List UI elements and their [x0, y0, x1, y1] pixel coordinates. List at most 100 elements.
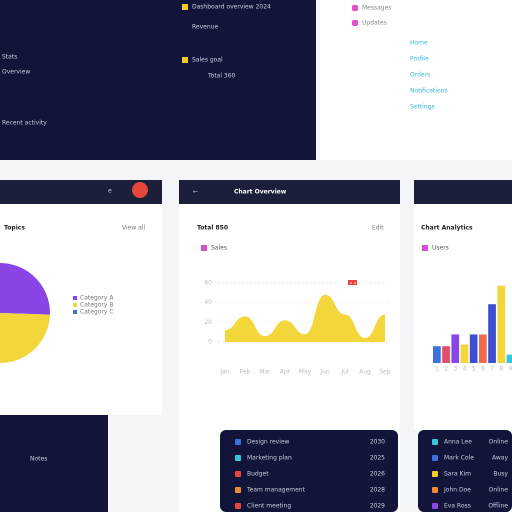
edit[interactable]: Edit [372, 225, 384, 232]
nav-link[interactable]: Profile [410, 56, 429, 63]
row-icon [432, 503, 438, 509]
x-tick-label: 9 [509, 366, 512, 373]
x-tick-label: 3 [453, 366, 457, 373]
x-tick-label: Jun [319, 369, 330, 376]
row-icon [432, 471, 438, 477]
member-status: Offline [488, 503, 508, 510]
row-icon [235, 439, 241, 445]
x-tick-label: Feb [240, 369, 251, 376]
back-icon[interactable]: ← [193, 189, 198, 196]
x-tick-label: 1 [435, 366, 439, 373]
task-value: 2028 [370, 487, 385, 494]
task-name: Design review [247, 439, 290, 446]
notification: Messages [362, 5, 391, 12]
task-name: Client meeting [247, 503, 291, 510]
overview-header [179, 180, 400, 204]
header-subtitle: Revenue [192, 24, 218, 31]
x-tick-label: Jul [340, 369, 349, 376]
card-title: Chart Overview [234, 189, 287, 196]
card-title: Chart Analytics [421, 225, 473, 232]
x-tick-label: 5 [472, 366, 476, 373]
legend-label: Category C [80, 309, 114, 316]
notes-panel [0, 415, 108, 512]
goal: Sales goal [192, 57, 223, 64]
member-status: Away [492, 455, 508, 462]
icon [422, 245, 428, 251]
card-title: Total 850 [197, 225, 228, 232]
analytics-card [414, 180, 512, 430]
marker [348, 280, 357, 285]
member-name: John Doe [443, 487, 471, 494]
bar [479, 334, 487, 363]
legend-swatch [73, 303, 77, 307]
task-name: Team management [246, 487, 306, 494]
bar [442, 346, 450, 363]
task-value: 2025 [370, 455, 385, 462]
x-tick-label: May [299, 369, 312, 376]
view-all[interactable]: View all [122, 225, 145, 232]
pie-slice [0, 263, 50, 315]
bar [451, 334, 460, 363]
row-icon [432, 439, 438, 445]
icon [201, 245, 207, 251]
analytics-header [414, 180, 512, 204]
row-icon [432, 455, 438, 461]
x-tick-label: Jan [219, 369, 229, 376]
member-status: Online [489, 487, 509, 494]
bar [469, 334, 478, 363]
x-tick-label: Aug [359, 369, 371, 376]
notification-panel [320, 0, 512, 160]
row-icon [432, 487, 438, 493]
tasks-panel [220, 430, 398, 512]
task-value: 2029 [370, 503, 385, 510]
legend-swatch [73, 310, 77, 314]
task-value: 2030 [370, 439, 385, 446]
sidebar-item: Recent activity [2, 120, 47, 127]
x-tick-label: 7 [490, 366, 494, 373]
x-tick-label: Mar [259, 369, 271, 376]
row-icon [235, 455, 241, 461]
nav-link[interactable]: Orders [410, 72, 430, 79]
legend: Users [432, 245, 449, 252]
member-name: Mark Cole [444, 455, 474, 462]
bar [488, 304, 496, 363]
nav-link[interactable]: Notifications [410, 88, 448, 95]
row-icon [235, 471, 241, 477]
y-tick-label: 60 [204, 280, 212, 287]
y-tick-label: 20 [204, 319, 212, 326]
x-tick-label: 2 [444, 366, 448, 373]
top-panel [0, 0, 316, 160]
nav-link[interactable]: Settings [410, 104, 435, 111]
header-title: Dashboard overview 2024 [192, 4, 271, 11]
legend-label: Category A [80, 295, 114, 302]
row-icon [235, 487, 241, 493]
bar [497, 285, 506, 363]
bar [433, 346, 441, 363]
icon [182, 4, 188, 10]
task-name: Marketing plan [247, 455, 292, 462]
legend: Sales [211, 245, 227, 252]
x-tick-label: Sep [379, 369, 391, 376]
close-button[interactable] [132, 182, 148, 198]
icon: e [108, 188, 112, 195]
pie-slice [0, 313, 50, 363]
legend-label: Category B [80, 302, 113, 309]
sidebar-item: Overview [2, 69, 30, 76]
notification: Updates [362, 20, 387, 27]
row-icon [235, 503, 241, 509]
x-tick-label: 8 [499, 366, 503, 373]
member-status: Online [489, 439, 509, 446]
x-tick-label: Apr [280, 369, 291, 376]
y-tick-label: 40 [204, 299, 212, 306]
member-name: Eva Ross [444, 503, 471, 510]
bar [460, 344, 469, 363]
task-name: Budget [247, 471, 269, 478]
nav-link[interactable]: Home [410, 40, 428, 47]
card-title: Topics [4, 225, 25, 232]
y-tick-label: 0 [208, 339, 212, 346]
x-tick-label: 6 [481, 366, 485, 373]
icon [352, 5, 358, 11]
icon [352, 20, 358, 26]
member-name: Anna Lee [444, 439, 472, 446]
